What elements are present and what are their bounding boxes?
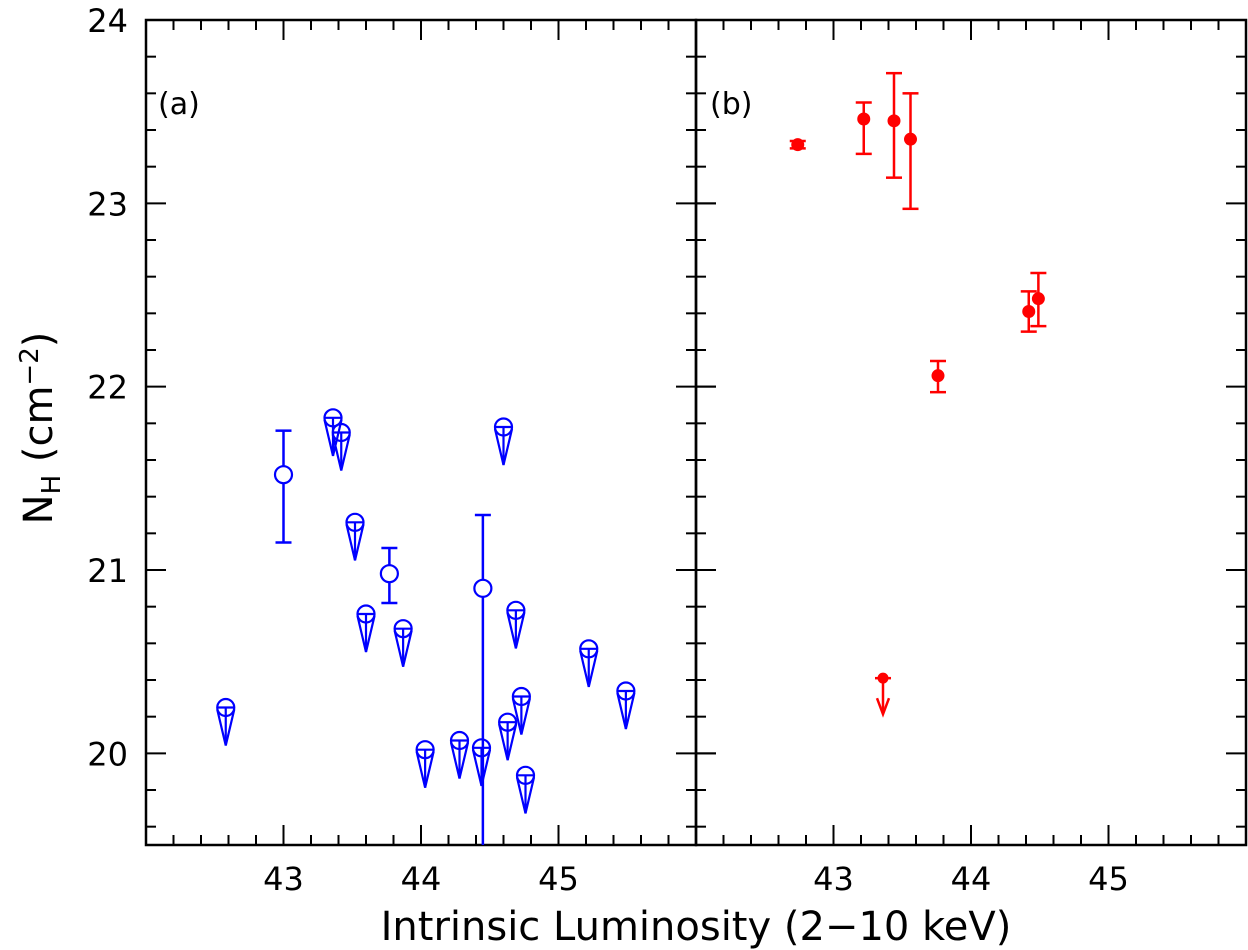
limit-arrow-head — [498, 723, 518, 761]
limit-arrow-head — [875, 697, 891, 718]
y-axis-title-unit-close: ) — [16, 332, 62, 348]
data-point — [473, 513, 493, 845]
upper-limit-point — [471, 738, 492, 787]
x-tick-label: 45 — [1088, 860, 1129, 898]
limit-arrow-head — [471, 749, 492, 787]
panel-b: (b) — [710, 71, 1047, 718]
point-marker — [791, 138, 805, 152]
plot-frame-b — [694, 18, 1248, 847]
limit-arrow-head — [345, 524, 365, 561]
point-marker — [931, 369, 945, 383]
y-tick-label: 22 — [87, 369, 128, 407]
y-tick-label: 20 — [87, 735, 128, 773]
upper-limit-point — [415, 740, 435, 788]
limit-arrow-head — [216, 709, 236, 746]
point-marker — [473, 578, 493, 598]
upper-limit-point — [498, 712, 518, 761]
x-tick-label: 43 — [263, 860, 304, 898]
limit-arrow-head — [415, 751, 435, 788]
data-point — [273, 429, 294, 544]
x-tick-label: 44 — [951, 860, 992, 898]
y-axis-title: NH (cm−2) — [15, 332, 67, 525]
x-tick-label: 43 — [813, 860, 854, 898]
point-marker — [877, 672, 889, 684]
y-tick-label: 23 — [87, 185, 128, 223]
y-axis-title-unit-open: (cm — [16, 386, 62, 475]
limit-arrow-head — [511, 698, 531, 735]
panel-label-b: (b) — [710, 87, 752, 122]
limit-arrow-head — [331, 434, 351, 471]
upper-limit-point — [216, 697, 236, 746]
panel-a: (a) — [158, 87, 636, 845]
limit-arrow-head — [616, 692, 636, 730]
upper-limit-point — [393, 619, 413, 667]
plot-frame-a — [144, 18, 698, 847]
y-tick-label: 24 — [87, 2, 128, 40]
point-marker — [857, 112, 871, 126]
upper-limit-point — [515, 765, 536, 814]
limit-arrow-head — [579, 650, 599, 688]
data-point — [789, 138, 806, 152]
limit-arrow-head — [515, 777, 536, 814]
upper-limit-point — [875, 672, 891, 718]
upper-limit-point — [493, 417, 514, 466]
upper-limit-point — [331, 422, 351, 471]
limit-arrow-head — [356, 615, 376, 653]
data-point — [855, 101, 872, 156]
panel-label-a: (a) — [158, 87, 200, 122]
point-marker — [887, 114, 901, 128]
y-tick-label: 21 — [87, 552, 128, 590]
upper-limit-point — [356, 604, 376, 653]
point-marker — [904, 132, 917, 146]
limit-arrow-head — [449, 742, 470, 779]
upper-limit-point — [616, 681, 636, 730]
data-point — [930, 359, 946, 394]
upper-limit-point — [511, 686, 531, 735]
y-axis-title-unit-sup: −2 — [15, 347, 45, 385]
limit-arrow-head — [506, 612, 526, 649]
point-marker — [273, 465, 294, 485]
upper-limit-point — [449, 730, 470, 779]
y-axis-title-group: NH (cm−2) — [15, 332, 67, 525]
x-axis-title: Intrinsic Luminosity (2−10 keV) — [381, 904, 1012, 950]
upper-limit-point — [345, 512, 365, 561]
point-marker — [379, 564, 399, 584]
plot-frames — [144, 18, 1248, 847]
data-point — [886, 71, 902, 179]
y-axis-title-main: N — [16, 494, 62, 524]
point-marker — [1031, 292, 1045, 306]
limit-arrow-head — [393, 630, 413, 667]
data-point — [379, 546, 399, 605]
upper-limit-point — [579, 639, 599, 688]
x-tick-label: 44 — [401, 860, 442, 898]
data-point — [902, 92, 919, 211]
x-tick-label: 45 — [538, 860, 579, 898]
data-point — [1030, 271, 1047, 328]
limit-arrow-head — [493, 428, 514, 466]
data-point — [1020, 290, 1037, 333]
axis-labels: 43 44 45 20 21 22 23 24 43 44 45 — [87, 2, 1129, 898]
upper-limit-point — [506, 600, 526, 649]
y-axis-title-sub: H — [37, 475, 67, 495]
point-marker — [1022, 305, 1036, 318]
